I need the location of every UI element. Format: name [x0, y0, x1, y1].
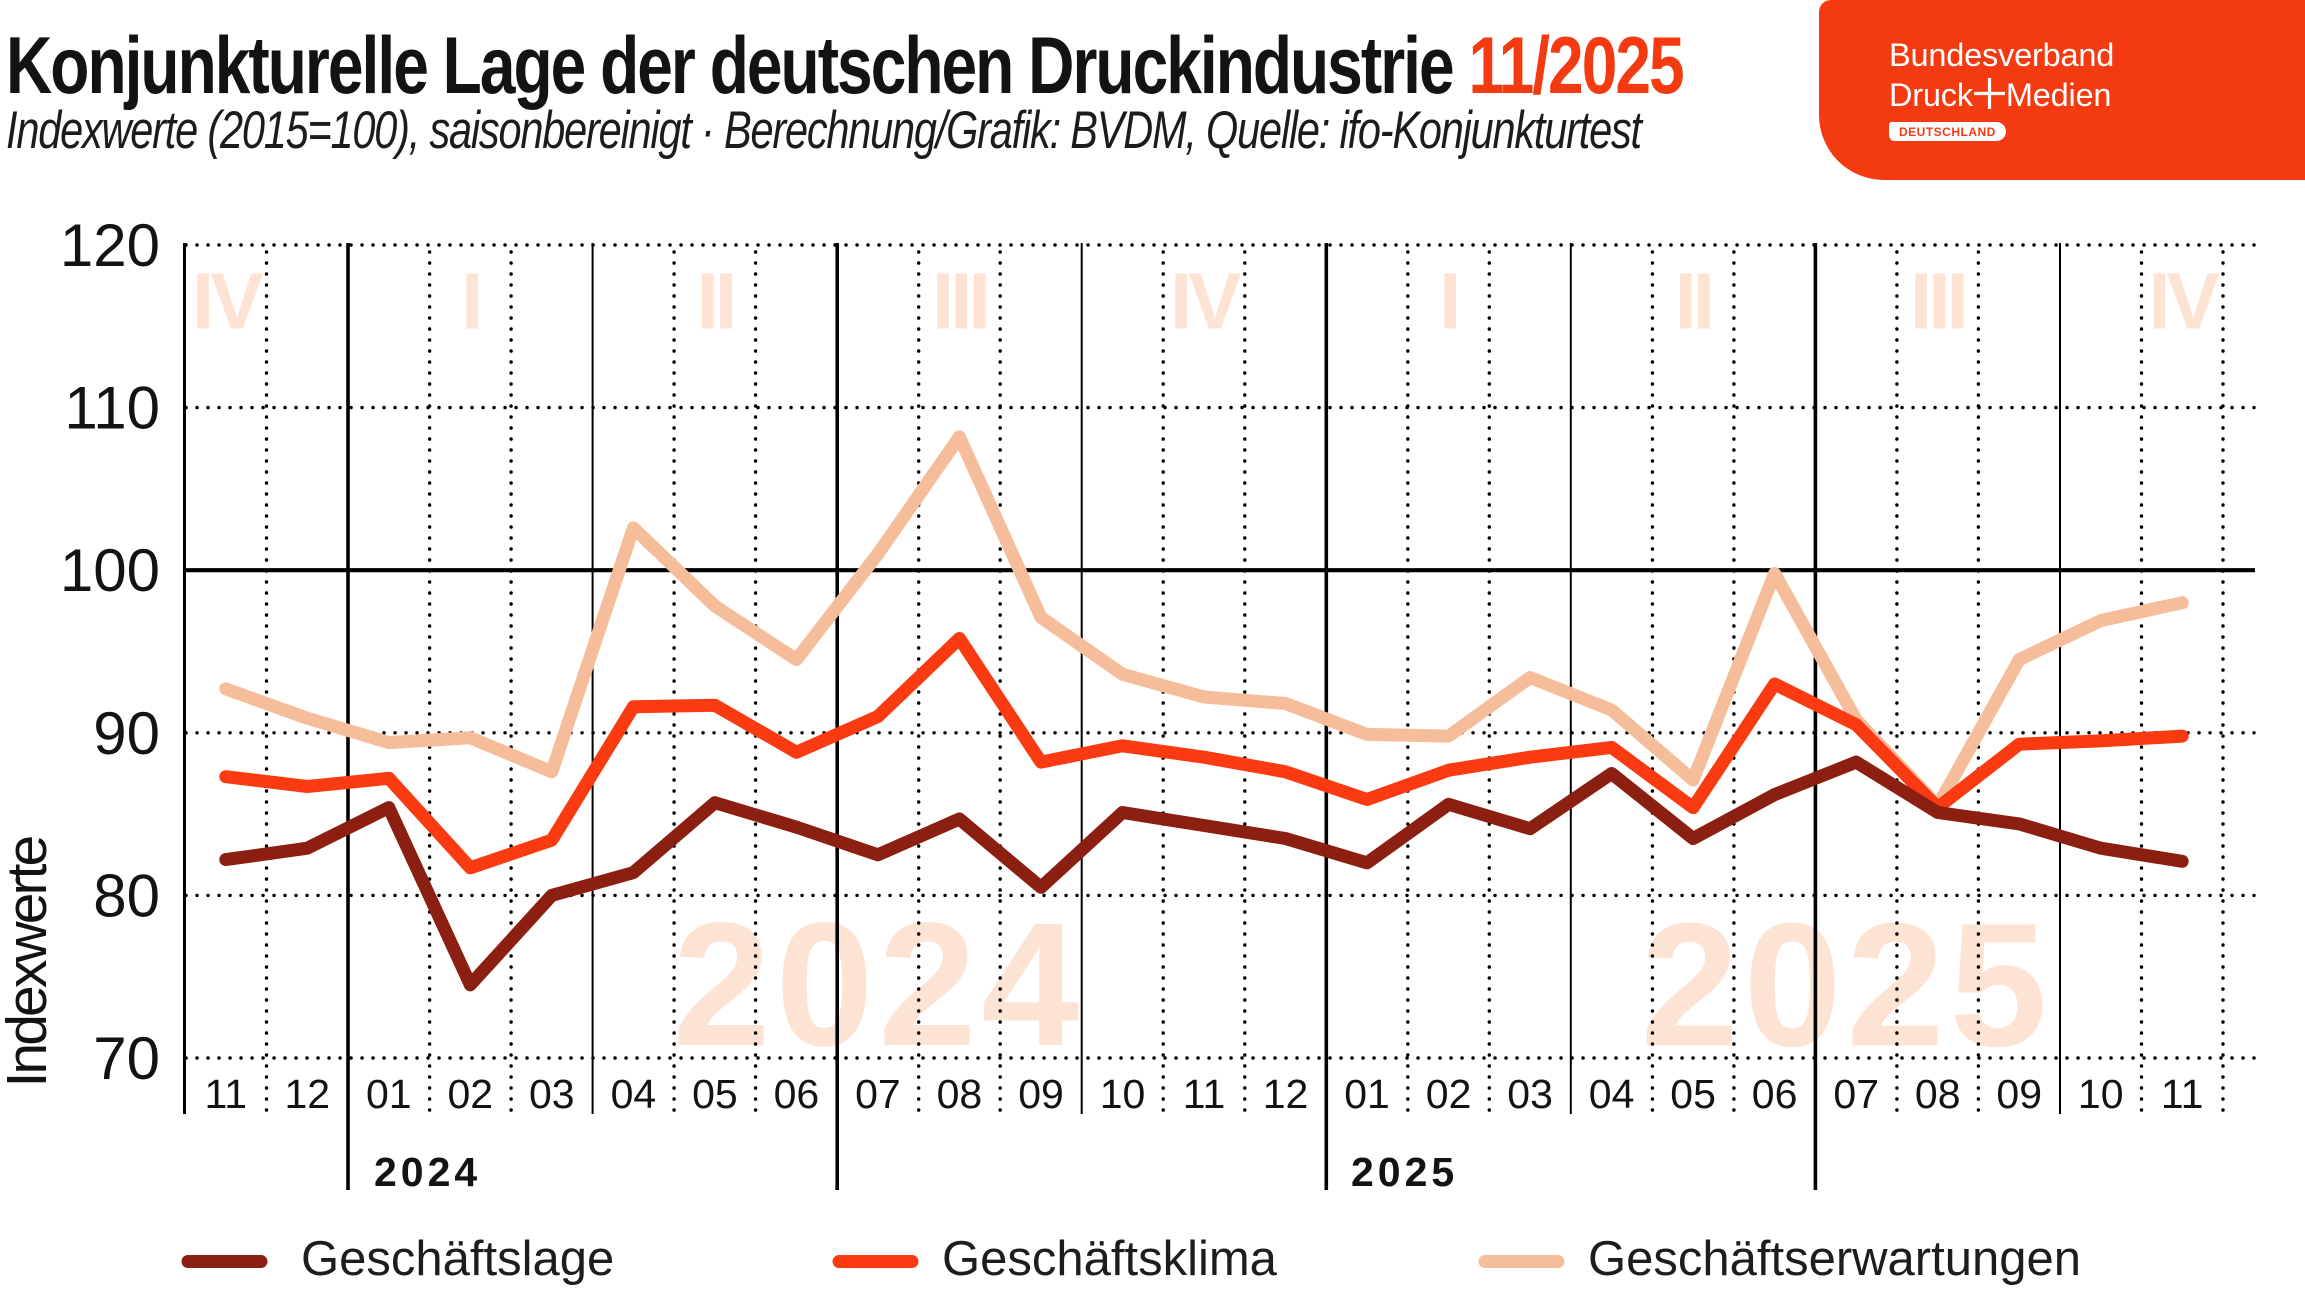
svg-text:04: 04 [611, 1071, 657, 1117]
svg-text:Geschäftserwartungen: Geschäftserwartungen [1588, 1232, 2081, 1286]
svg-text:11: 11 [1183, 1071, 1226, 1117]
svg-text:05: 05 [1670, 1071, 1716, 1117]
svg-text:11: 11 [205, 1071, 248, 1117]
svg-text:2024: 2024 [673, 887, 1085, 1083]
svg-text:2025: 2025 [1351, 1149, 1458, 1195]
svg-text:01: 01 [1344, 1071, 1390, 1117]
svg-text:08: 08 [937, 1071, 983, 1117]
svg-text:100: 100 [60, 537, 160, 604]
svg-text:06: 06 [1752, 1071, 1798, 1117]
svg-text:04: 04 [1589, 1071, 1635, 1117]
svg-text:05: 05 [692, 1071, 738, 1117]
svg-text:120: 120 [60, 212, 160, 279]
svg-text:02: 02 [1426, 1071, 1472, 1117]
svg-text:III: III [932, 257, 987, 346]
svg-text:06: 06 [774, 1071, 820, 1117]
svg-text:IV: IV [192, 257, 263, 346]
svg-text:11: 11 [2161, 1071, 2204, 1117]
svg-text:03: 03 [529, 1071, 575, 1117]
svg-text:12: 12 [284, 1071, 330, 1117]
svg-text:10: 10 [1100, 1071, 1146, 1117]
svg-text:III: III [1910, 257, 1965, 346]
svg-text:Geschäftsklima: Geschäftsklima [942, 1232, 1278, 1286]
svg-text:90: 90 [93, 700, 160, 767]
svg-text:I: I [1439, 257, 1457, 346]
svg-text:2025: 2025 [1641, 888, 2053, 1084]
svg-text:70: 70 [93, 1025, 160, 1092]
svg-text:II: II [1675, 257, 1711, 346]
svg-text:07: 07 [1833, 1071, 1879, 1117]
svg-text:09: 09 [1018, 1071, 1064, 1117]
svg-text:IV: IV [2148, 257, 2219, 346]
svg-text:2024: 2024 [374, 1149, 481, 1195]
svg-text:Geschäftslage: Geschäftslage [301, 1232, 614, 1286]
svg-text:II: II [697, 257, 733, 346]
svg-text:01: 01 [366, 1071, 412, 1117]
svg-text:12: 12 [1263, 1071, 1309, 1117]
svg-text:10: 10 [2078, 1071, 2124, 1117]
svg-text:Indexwerte: Indexwerte [0, 836, 59, 1087]
svg-text:I: I [461, 257, 479, 346]
svg-text:07: 07 [855, 1071, 901, 1117]
svg-text:09: 09 [1996, 1071, 2042, 1117]
svg-text:110: 110 [64, 375, 160, 442]
svg-text:02: 02 [447, 1071, 493, 1117]
svg-text:03: 03 [1507, 1071, 1553, 1117]
svg-text:08: 08 [1915, 1071, 1961, 1117]
svg-text:IV: IV [1170, 257, 1241, 346]
svg-text:80: 80 [93, 862, 160, 929]
